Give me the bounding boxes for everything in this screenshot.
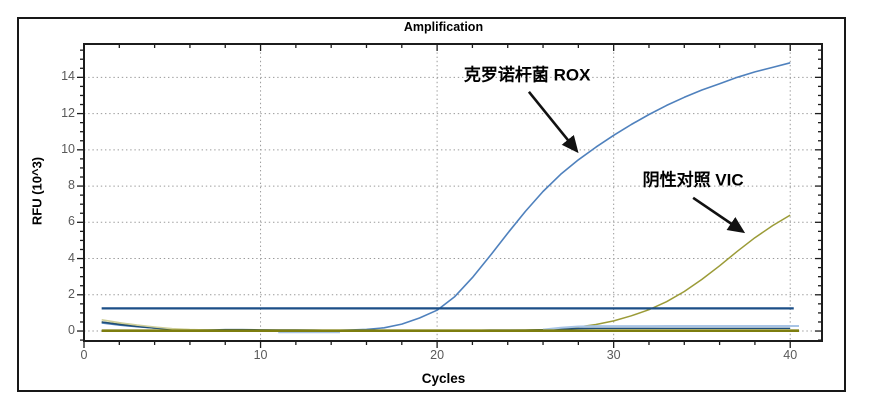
series-阴性对照 VIC [101, 214, 791, 332]
annotation-arrow [527, 91, 579, 154]
x-tick-label: 0 [80, 348, 88, 362]
annotation-arrow [692, 196, 746, 234]
y-tick-label: 2 [68, 286, 75, 301]
x-tick-label: 30 [606, 348, 621, 362]
x-axis-label: Cycles [421, 371, 466, 386]
x-tick-label: 20 [430, 348, 445, 362]
series-baseline-lightblue [542, 325, 799, 331]
y-tick-label: 8 [68, 178, 75, 193]
y-tick-label: 12 [61, 105, 75, 120]
y-tick-label: 14 [61, 69, 75, 84]
x-tick-label: 40 [783, 348, 798, 362]
y-tick-label: 4 [68, 250, 75, 265]
x-tick-label: 10 [253, 348, 268, 362]
y-tick-label: 6 [68, 214, 75, 229]
y-tick-label: 0 [68, 323, 75, 338]
annotation-rox-label: 克罗诺杆菌 ROX [463, 65, 591, 85]
chart-title: Amplification [403, 20, 484, 34]
y-tick-label: 10 [61, 141, 75, 156]
annotation-vic-label: 阴性对照 VIC [642, 170, 744, 190]
